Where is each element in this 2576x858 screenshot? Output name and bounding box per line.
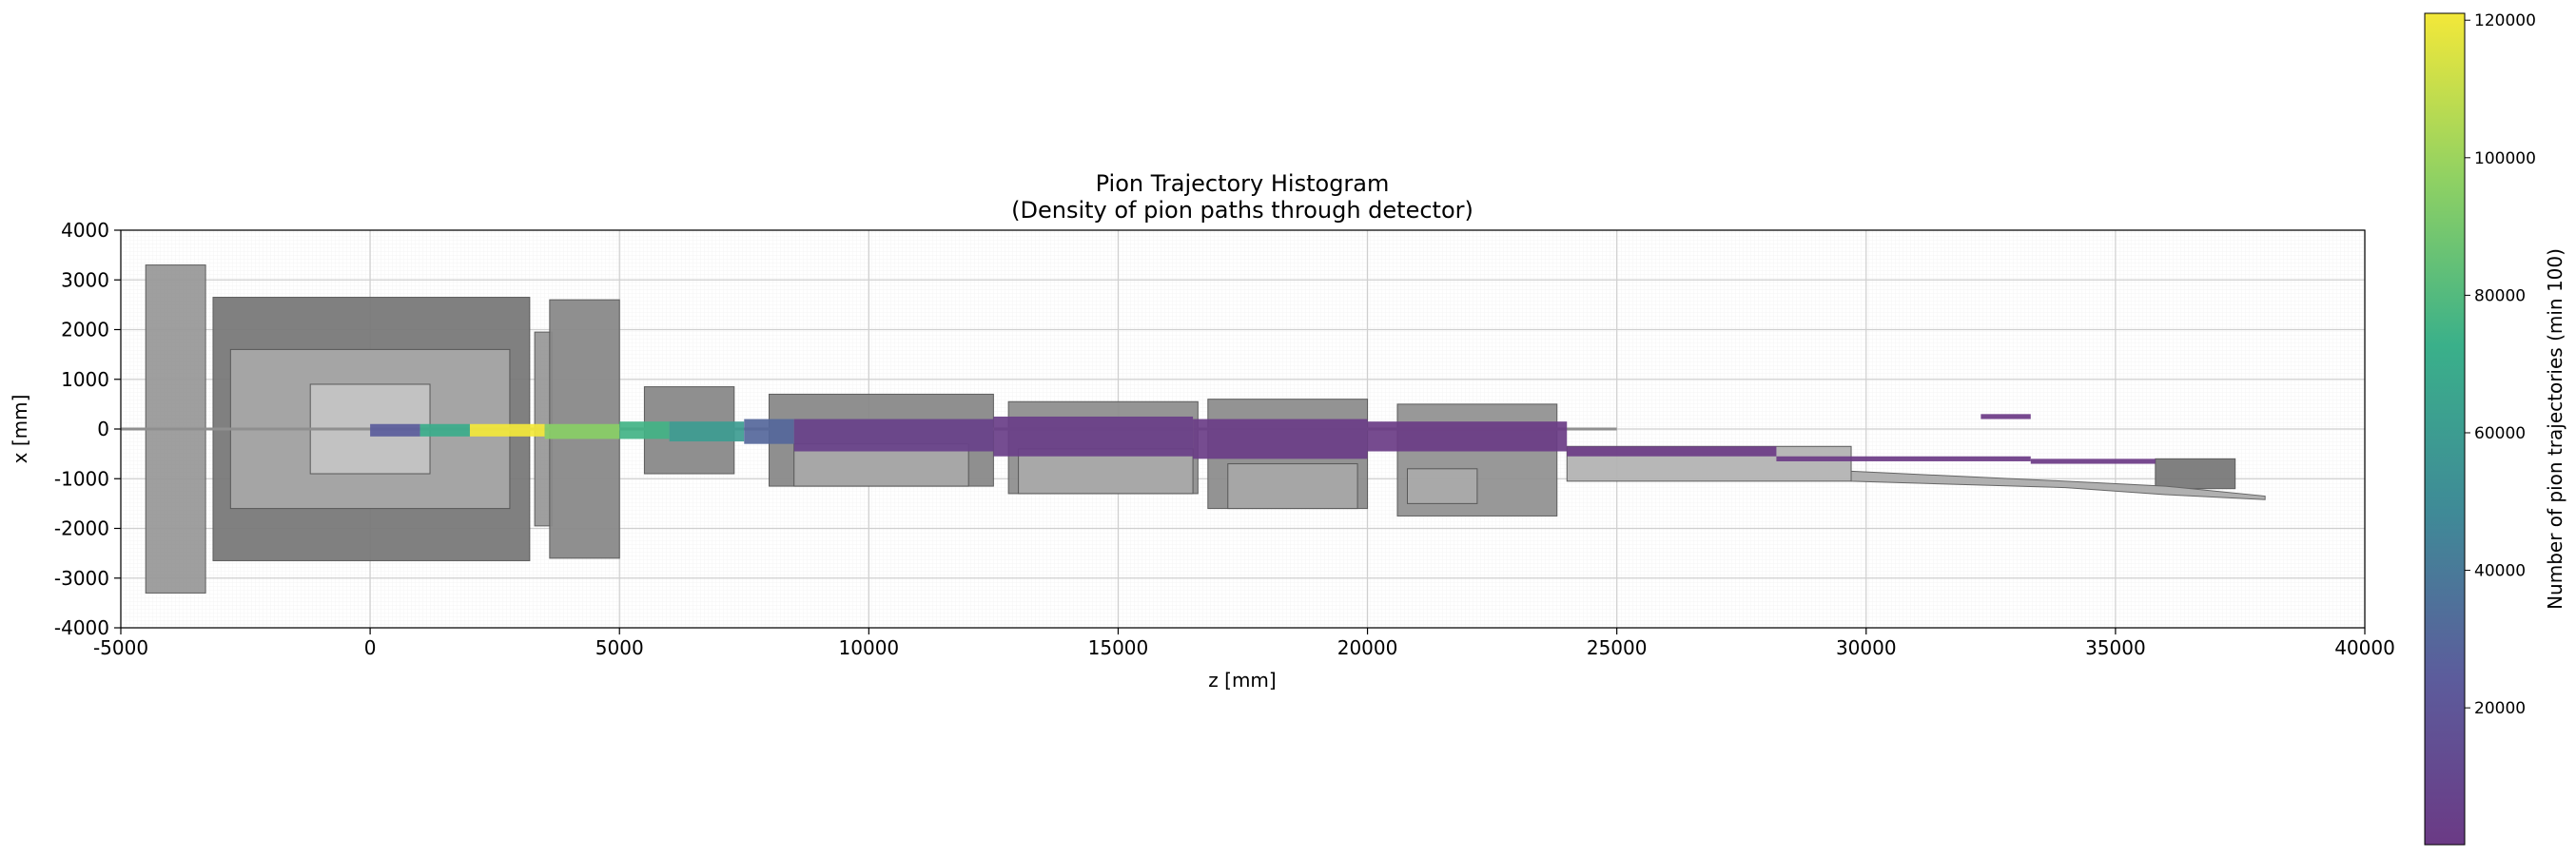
x-tick-label: 25000 xyxy=(1587,636,1648,659)
colorbar-tick-label: 40000 xyxy=(2474,562,2526,581)
histogram-cells xyxy=(370,414,2156,464)
histogram-cell xyxy=(793,419,994,452)
y-tick-label: 1000 xyxy=(61,368,109,391)
y-tick-label: 3000 xyxy=(61,268,109,291)
histogram-cell xyxy=(1367,421,1568,452)
x-tick-label: 0 xyxy=(364,636,377,659)
chart-subtitle: (Density of pion paths through detector) xyxy=(1011,197,1473,224)
histogram-cell xyxy=(370,423,420,437)
x-tick-label: 40000 xyxy=(2334,636,2395,659)
y-tick-label: 0 xyxy=(97,418,109,440)
y-axis: -4000 -3000 -2000 -1000 0 1000 2000 3000 4000 xyxy=(54,219,121,639)
histogram-cell xyxy=(619,421,670,439)
histogram-cell xyxy=(1981,414,2031,419)
x-tick-label: 15000 xyxy=(1088,636,1149,659)
chart-title: Pion Trajectory Histogram xyxy=(1096,170,1390,197)
colorbar-tick-label: 80000 xyxy=(2474,286,2526,305)
y-tick-label: -3000 xyxy=(54,567,109,590)
y-tick-label: 2000 xyxy=(61,319,109,341)
colorbar xyxy=(2424,12,2466,846)
colorbar-tick-label: 100000 xyxy=(2474,149,2536,168)
histogram-cell xyxy=(1776,456,2031,461)
histogram-cell xyxy=(1567,446,1777,457)
x-axis-label: z [mm] xyxy=(1208,669,1276,692)
histogram-cell xyxy=(544,423,620,439)
histogram-cell xyxy=(744,419,794,444)
x-axis: -5000 0 5000 10000 15000 20000 25000 30000 35000… xyxy=(93,628,2395,659)
histogram-cell xyxy=(2030,458,2156,464)
y-tick-label: -2000 xyxy=(54,517,109,540)
histogram-cell xyxy=(669,421,745,442)
y-tick-label: -1000 xyxy=(54,467,109,490)
colorbar-tick-label: 120000 xyxy=(2474,11,2536,30)
x-tick-label: 5000 xyxy=(595,636,644,659)
x-tick-label: 30000 xyxy=(1836,636,1897,659)
colorbar-tick-label: 20000 xyxy=(2474,699,2526,718)
y-tick-label: -4000 xyxy=(54,616,109,639)
histogram-cell xyxy=(993,416,1194,457)
x-tick-label: 10000 xyxy=(839,636,900,659)
histogram-cell xyxy=(420,423,470,437)
x-tick-label: 35000 xyxy=(2085,636,2146,659)
y-tick-label: 4000 xyxy=(61,219,109,242)
colorbar-label: Number of pion trajectories (min 100) xyxy=(2544,248,2566,610)
histogram-cell xyxy=(1193,419,1368,459)
y-axis-label: x [mm] xyxy=(9,395,31,464)
x-tick-label: -5000 xyxy=(93,636,148,659)
histogram-cell xyxy=(469,423,545,437)
colorbar-tick-label: 60000 xyxy=(2474,424,2526,443)
x-tick-label: 20000 xyxy=(1337,636,1398,659)
colorbar-ticks: 20000 40000 60000 80000 100000 120000 xyxy=(2465,11,2536,718)
